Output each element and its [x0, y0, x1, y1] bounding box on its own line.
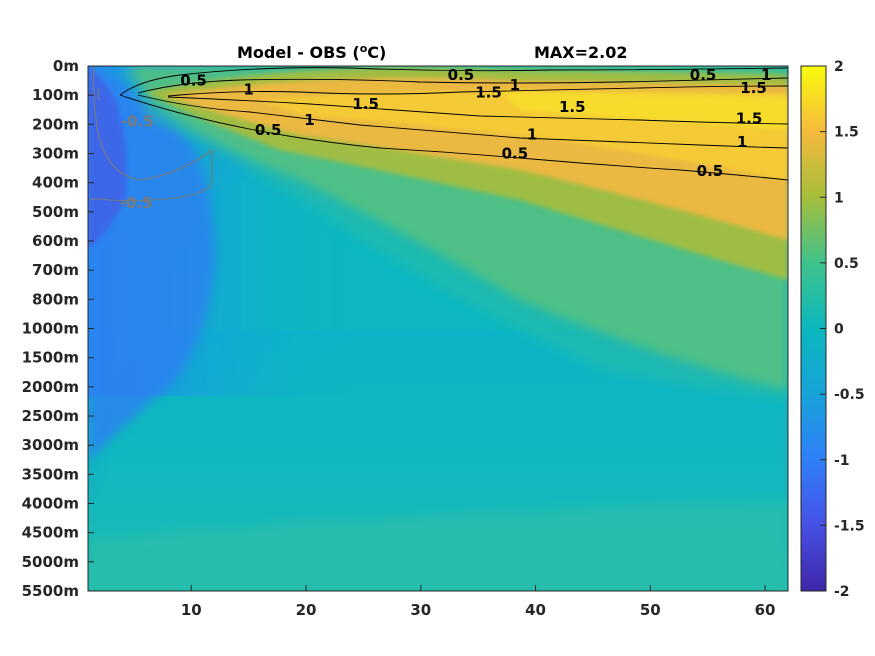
- contour-minus-0p5: [89, 66, 213, 202]
- contour-1p5-upper: [167, 85, 788, 97]
- negative-contours: [89, 66, 213, 202]
- y-tick-label: 400m: [32, 174, 79, 192]
- contour-minus-0p5-small: [97, 87, 101, 101]
- contour-label: 1.5: [559, 98, 586, 116]
- colorbar-tick-label: 1: [834, 190, 844, 206]
- x-tick-label: 40: [525, 601, 546, 619]
- contour-label: 1: [304, 111, 314, 129]
- contour-0p5-lower: [119, 94, 788, 181]
- x-axis: 10 20 30 40 50 60: [181, 585, 776, 619]
- y-tick-label: 5500m: [22, 582, 79, 600]
- colorbar-tick-label: -0.5: [834, 387, 865, 403]
- contour-1p5-lower: [167, 96, 788, 125]
- colorbar-tick-label: 0: [834, 322, 844, 338]
- colorbar-tick-label: -1.5: [834, 518, 865, 534]
- contour-label: -0.5: [121, 112, 154, 130]
- y-tick-label: 3500m: [22, 465, 79, 483]
- contour-1-upper: [137, 77, 788, 94]
- max-label: MAX=2.02: [534, 43, 628, 62]
- colorbar-tick-label: 0.5: [834, 256, 859, 272]
- contour-label: 1.5: [475, 83, 502, 101]
- contour-label: 1.5: [352, 95, 379, 113]
- y-tick-label: 300m: [32, 145, 79, 163]
- contour-label: -0.5: [120, 194, 153, 212]
- chart-title: Model - OBS (oC): [237, 42, 386, 63]
- y-tick-label: 2500m: [22, 407, 79, 425]
- colorbar-tick-label: -2: [834, 584, 850, 600]
- contour-label: 0.5: [697, 162, 724, 180]
- y-tick-label: 2000m: [22, 378, 79, 396]
- y-tick-label: 700m: [32, 261, 79, 279]
- y-tick-label: 1500m: [22, 349, 79, 367]
- contour-label: 1.5: [736, 110, 763, 128]
- x-tick-label: 10: [181, 601, 202, 619]
- y-tick-label: 100m: [32, 86, 79, 104]
- contour-label: 0.5: [448, 66, 475, 84]
- y-tick-label: 0m: [53, 57, 79, 75]
- colorbar-tick-label: 1.5: [834, 125, 859, 141]
- contour-label: 0.5: [690, 66, 717, 84]
- contour-labels: 0.5 10.511.51.5 1.510.5 10.50.5 11.51.510.5-…: [120, 66, 772, 212]
- y-tick-label: 500m: [32, 203, 79, 221]
- y-tick-label: 4500m: [22, 524, 79, 542]
- contour-1-lower: [137, 94, 788, 149]
- contour-label: 1: [510, 76, 520, 94]
- contour-label: 1: [243, 80, 253, 98]
- x-tick-label: 50: [640, 601, 661, 619]
- contour-label: 1: [761, 66, 771, 84]
- y-tick-label: 600m: [32, 232, 79, 250]
- x-tick-label: 30: [410, 601, 431, 619]
- colorbar-axis: 2 1.5 1 0.5 0 -0.5 -1 -1.5 -2: [820, 59, 865, 600]
- contour-label: 0.5: [180, 72, 207, 90]
- heatmap-plot-area: 0.5 10.511.51.5 1.510.5 10.50.5 11.51.510.5-…: [88, 66, 788, 591]
- y-tick-label: 1000m: [22, 320, 79, 338]
- y-tick-label: 4000m: [22, 495, 79, 513]
- colorbar-tick-label: -1: [834, 453, 850, 469]
- x-tick-label: 20: [296, 601, 317, 619]
- contour-label: 1: [737, 133, 747, 151]
- contour-label: 0.5: [502, 145, 529, 163]
- bottom-warm-layer: [88, 500, 788, 591]
- contour-label: 0.5: [255, 121, 282, 139]
- contour-label: 1.5: [740, 79, 767, 97]
- contour-label: 1: [527, 126, 537, 144]
- contour-0p5-upper: [119, 67, 788, 96]
- y-tick-label: 5000m: [22, 553, 79, 571]
- y-axis: 0m 100m 200m 300m 400m 500m 600m 700m 800m 1000m 1…: [22, 57, 94, 600]
- colorbar-tick-label: 2: [834, 59, 844, 75]
- y-tick-label: 3000m: [22, 436, 79, 454]
- y-tick-label: 800m: [32, 290, 79, 308]
- x-tick-label: 60: [755, 601, 776, 619]
- warm-anomaly-max: [500, 90, 788, 130]
- y-tick-label: 200m: [32, 115, 79, 133]
- positive-contours: [119, 67, 788, 181]
